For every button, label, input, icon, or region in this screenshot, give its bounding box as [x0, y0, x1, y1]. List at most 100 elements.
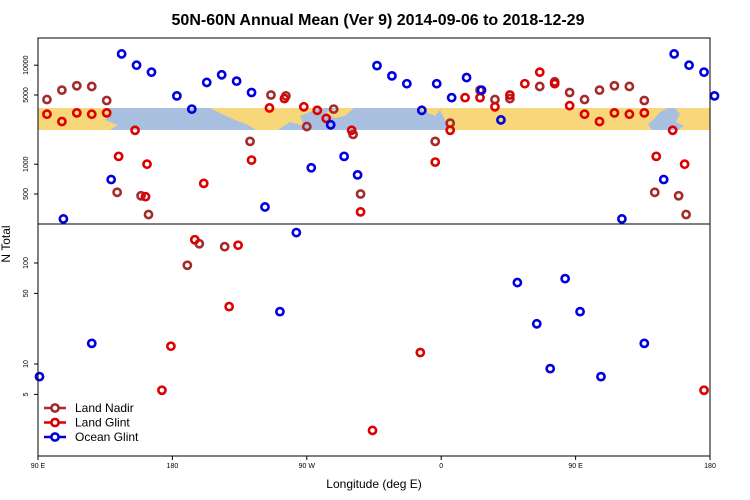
data-point	[130, 125, 140, 136]
data-point	[446, 92, 457, 103]
data-point	[106, 174, 117, 185]
x-tick-label: 90 W	[299, 463, 316, 470]
data-point	[639, 338, 650, 349]
data-point	[651, 151, 662, 162]
data-point	[216, 69, 227, 80]
legend-marker	[50, 417, 60, 428]
data-point	[430, 157, 441, 168]
data-point	[372, 60, 382, 71]
data-point	[531, 318, 542, 329]
data-point	[182, 260, 193, 271]
x-axis: 90 E 180 90 W 0 90 E 180	[31, 456, 716, 470]
series-ocean-glint	[34, 49, 720, 382]
data-point	[460, 92, 470, 103]
land-europe	[418, 108, 668, 130]
data-point	[681, 209, 692, 220]
data-point	[101, 95, 112, 106]
data-point	[430, 136, 441, 147]
legend-label: Land Nadir	[75, 401, 134, 415]
data-point	[564, 100, 575, 111]
data-point	[496, 115, 506, 125]
data-point	[71, 107, 82, 118]
data-point	[266, 90, 276, 100]
legend-label: Land Glint	[75, 416, 130, 430]
data-point	[146, 67, 157, 78]
data-point	[575, 306, 585, 317]
data-point	[709, 90, 720, 101]
data-point	[649, 187, 660, 198]
data-point	[352, 169, 363, 180]
data-point	[86, 81, 97, 92]
data-point	[534, 81, 545, 92]
data-point	[669, 49, 680, 59]
data-point	[142, 159, 152, 170]
data-point	[564, 87, 575, 98]
data-point	[431, 78, 442, 89]
data-point	[189, 234, 200, 245]
chart-title: 50N-60N Annual Mean (Ver 9) 2014-09-06 t…	[172, 12, 585, 29]
data-point	[171, 90, 182, 101]
data-point	[367, 425, 378, 436]
lower-y-tick-label: 50	[23, 289, 30, 297]
data-point	[112, 187, 123, 198]
legend-marker	[50, 403, 60, 413]
data-point	[166, 341, 176, 352]
data-point	[245, 136, 255, 147]
data-point	[476, 85, 487, 96]
data-point	[219, 241, 230, 252]
data-point	[186, 104, 197, 115]
x-tick-label: 180	[704, 463, 716, 470]
lower-y-tick-label: 10	[23, 360, 30, 368]
data-point	[504, 93, 515, 104]
land-canada-east	[326, 108, 354, 118]
upper-y-tick-label: 500	[23, 188, 30, 200]
x-axis-label: Longitude (deg E)	[326, 477, 421, 491]
data-point	[594, 116, 605, 127]
data-point	[116, 49, 127, 59]
data-point	[198, 178, 209, 189]
data-point	[416, 105, 427, 116]
data-point	[579, 94, 590, 105]
data-point	[231, 76, 242, 87]
data-point	[157, 385, 167, 396]
data-point	[387, 70, 397, 81]
data-point	[328, 104, 339, 115]
data-point	[512, 277, 523, 288]
data-point	[616, 214, 627, 224]
data-points	[34, 49, 720, 436]
data-point	[699, 67, 709, 78]
data-point	[579, 109, 590, 120]
data-point	[86, 109, 97, 120]
land-asia	[38, 108, 118, 130]
data-point	[549, 78, 560, 89]
data-point	[291, 227, 302, 238]
x-tick-label: 90 E	[568, 463, 583, 470]
data-point	[624, 109, 635, 120]
data-point	[136, 190, 146, 201]
series-land-nadir	[42, 76, 692, 271]
data-point	[545, 363, 556, 374]
data-point	[415, 347, 426, 358]
data-point	[260, 202, 270, 212]
series-land-glint	[42, 67, 709, 436]
data-point	[519, 78, 530, 89]
data-point	[113, 151, 124, 162]
data-point	[673, 190, 684, 201]
data-point	[56, 116, 67, 127]
legend-label: Ocean Glint	[75, 430, 139, 444]
data-point	[624, 81, 635, 92]
data-point	[667, 125, 678, 136]
land-canada	[262, 108, 318, 130]
data-point	[71, 80, 82, 91]
data-point	[445, 125, 456, 136]
land-asia-east	[675, 108, 710, 130]
data-point	[609, 80, 620, 91]
data-point	[639, 95, 650, 106]
data-point	[58, 214, 69, 224]
data-point	[143, 209, 154, 220]
plot-frame	[37, 37, 711, 457]
data-point	[301, 121, 312, 132]
data-point	[461, 72, 472, 83]
